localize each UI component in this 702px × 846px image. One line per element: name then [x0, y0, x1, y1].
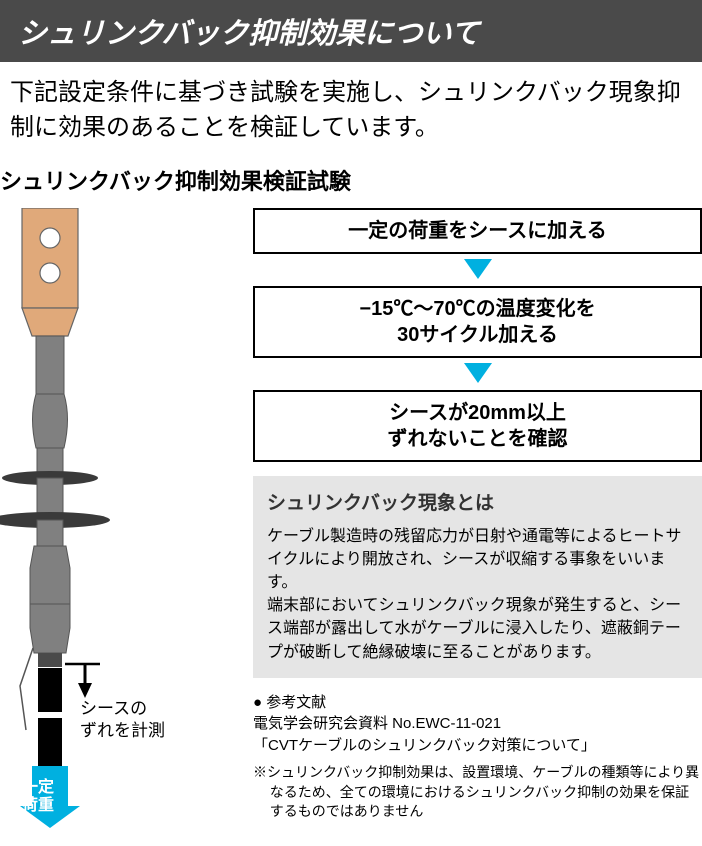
info-body: ケーブル製造時の残留応力が日射や通電等によるヒートサイクルにより開放され、シース… [267, 525, 688, 664]
load-label-line1: 一定 [22, 779, 54, 796]
refs-line1: 電気学会研究会資料 No.EWC-11-021 [253, 713, 702, 735]
disclaimer: ※シュリンクバック抑制効果は、設置環境、ケーブルの種類等により異なるため、全ての… [253, 763, 702, 822]
cable-diagram: シースの ずれを計測 一定 荷重 [0, 208, 235, 828]
references: ● 参考文献 電気学会研究会資料 No.EWC-11-021 「CVTケーブルの… [253, 692, 702, 822]
info-box: シュリンクバック現象とは ケーブル製造時の残留応力が日射や通電等によるヒートサイ… [253, 476, 702, 678]
section-header: シュリンクバック抑制効果について [0, 0, 702, 62]
sub-heading: シュリンクバック抑制効果検証試験 [0, 164, 702, 208]
info-title: シュリンクバック現象とは [267, 488, 688, 515]
step1-text: 一定の荷重をシースに加える [348, 220, 606, 242]
refs-head: ● 参考文献 [253, 692, 702, 714]
right-column: 一定の荷重をシースに加える −15℃～70℃の温度変化を 30サイクル加える シ… [253, 208, 702, 822]
step3-line1: シースが20mm以上 [389, 402, 566, 424]
step-box-1: 一定の荷重をシースに加える [253, 208, 702, 254]
load-label-line2: 荷重 [22, 797, 54, 814]
step2-line1: −15℃～70℃の温度変化を [359, 298, 595, 320]
step3-line2: ずれないことを確認 [388, 428, 568, 450]
measurement-label-line1: シースの [80, 699, 147, 718]
main-layout: シースの ずれを計測 一定 荷重 一定の荷重をシースに加える −15℃～70℃の… [0, 208, 702, 828]
measurement-label-line2: ずれを計測 [80, 721, 165, 740]
step-box-3: シースが20mm以上 ずれないことを確認 [253, 390, 702, 462]
intro-text: 下記設定条件に基づき試験を実施し、シュリンクバック現象抑制に効果のあることを検証… [0, 62, 702, 164]
refs-line2: 「CVTケーブルのシュリンクバック対策について」 [253, 735, 702, 757]
arrow-2 [253, 361, 702, 387]
arrow-1 [253, 257, 702, 283]
step-box-2: −15℃～70℃の温度変化を 30サイクル加える [253, 286, 702, 358]
measurement-label: シースの ずれを計測 [80, 698, 165, 742]
load-label: 一定 荷重 [22, 779, 54, 816]
step2-line2: 30サイクル加える [397, 324, 558, 346]
